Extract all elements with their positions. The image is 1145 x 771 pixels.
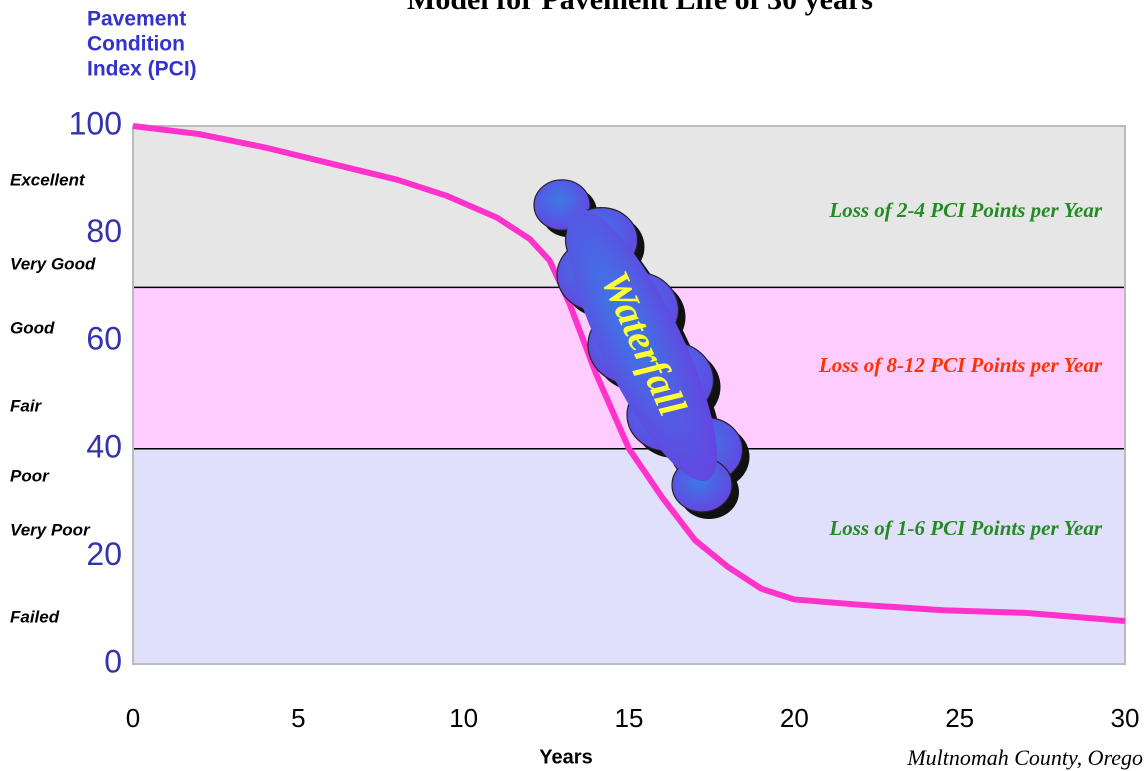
- source: Multnomah County, Orego: [906, 745, 1143, 770]
- y-tick-label: 60: [86, 321, 122, 357]
- condition-label: Very Poor: [10, 520, 91, 539]
- condition-label: Excellent: [10, 170, 86, 189]
- condition-label: Failed: [10, 607, 60, 626]
- condition-label: Very Good: [10, 254, 96, 273]
- y-axis-label: Condition: [87, 33, 185, 56]
- condition-label: Poor: [10, 466, 50, 485]
- band: [133, 449, 1125, 664]
- y-axis-label: Index (PCI): [87, 58, 197, 81]
- chart-title: Model for Pavement Life of 30 years: [407, 0, 873, 16]
- annotation: Loss of 8-12 PCI Points per Year: [818, 353, 1103, 377]
- x-axis-label: Years: [539, 746, 592, 768]
- x-tick-label: 5: [291, 703, 305, 733]
- y-tick-label: 40: [86, 428, 122, 464]
- y-tick-label: 0: [104, 643, 122, 679]
- y-tick-label: 80: [86, 213, 122, 249]
- annotation: Loss of 2-4 PCI Points per Year: [828, 198, 1102, 222]
- condition-label: Fair: [10, 396, 43, 415]
- page: {"chart_data": {"type": "line", "title":…: [0, 0, 1145, 771]
- y-axis-label: Pavement: [87, 8, 186, 31]
- x-tick-label: 20: [780, 703, 809, 733]
- x-tick-label: 10: [449, 703, 478, 733]
- annotation: Loss of 1-6 PCI Points per Year: [828, 516, 1102, 540]
- x-tick-label: 30: [1111, 703, 1140, 733]
- x-tick-label: 0: [126, 703, 140, 733]
- y-tick-label: 20: [86, 536, 122, 572]
- y-tick-label: 100: [69, 105, 122, 141]
- x-tick-label: 15: [615, 703, 644, 733]
- chart: Waterfall 020406080100051015202530Excell…: [0, 0, 1145, 771]
- x-tick-label: 25: [945, 703, 974, 733]
- condition-label: Good: [10, 318, 55, 337]
